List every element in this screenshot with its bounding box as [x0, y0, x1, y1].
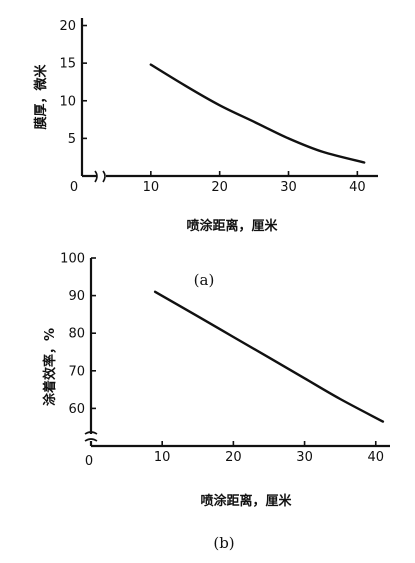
chart-a-y-axis-label: 膜厚，微米 [33, 64, 49, 130]
chart-b-y-break-mark-2 [84, 438, 98, 442]
chart-b-y-tick-label: 60 [68, 402, 85, 417]
chart-b-x-tick-label: 30 [296, 450, 313, 465]
chart-b-x-tick-label: 40 [367, 450, 384, 465]
chart-a-x-axis-label: 喷涂距离，厘米 [186, 218, 278, 234]
chart-b-origin-label: 0 [85, 454, 93, 469]
chart-a-series-line [149, 63, 366, 164]
chart-b-caption: (b) [213, 534, 234, 552]
chart-a-y-tick-label: 20 [59, 19, 76, 34]
chart-a-x-tick-label: 30 [280, 180, 297, 195]
chart-a-y-tick-label: 10 [59, 94, 76, 109]
chart-b-x-axis-label: 喷涂距离，厘米 [200, 493, 292, 509]
chart-a-x-break-gap [97, 170, 106, 182]
chart-a-x-break-mark-1 [94, 170, 98, 183]
chart-b-y-axis-label: 涂着效率，% [42, 328, 58, 406]
chart-a-x-tick-label: 10 [143, 180, 160, 195]
chart-b-x-tick-label: 20 [225, 450, 242, 465]
chart-a-origin-label: 0 [70, 180, 78, 195]
chart-a-x-tick-label: 20 [211, 180, 228, 195]
chart-b-y-tick-label: 80 [68, 327, 85, 342]
chart-a: 10 20 30 40 5 10 15 20 0 膜厚，微米 喷涂距离，厘米 (a) [33, 18, 378, 289]
chart-b: 10 20 30 40 60 70 80 90 100 0 涂着效率，% 喷涂距离，厘米 (b… [42, 252, 390, 552]
chart-b-y-tick-label: 90 [68, 289, 85, 304]
chart-a-x-tick-label: 40 [349, 180, 366, 195]
chart-b-x-tick-label: 10 [154, 450, 171, 465]
chart-b-y-break-mark-1 [84, 431, 98, 435]
chart-b-y-tick-label: 100 [60, 252, 85, 267]
chart-a-caption: (a) [194, 271, 215, 289]
chart-a-y-tick-label: 5 [68, 132, 76, 147]
chart-a-x-break-mark-2 [102, 170, 106, 183]
chart-b-series-line [153, 290, 385, 423]
chart-b-y-tick-label: 70 [68, 364, 85, 379]
chart-a-y-tick-label: 15 [59, 57, 76, 72]
chart-b-y-break-gap [84, 434, 98, 441]
